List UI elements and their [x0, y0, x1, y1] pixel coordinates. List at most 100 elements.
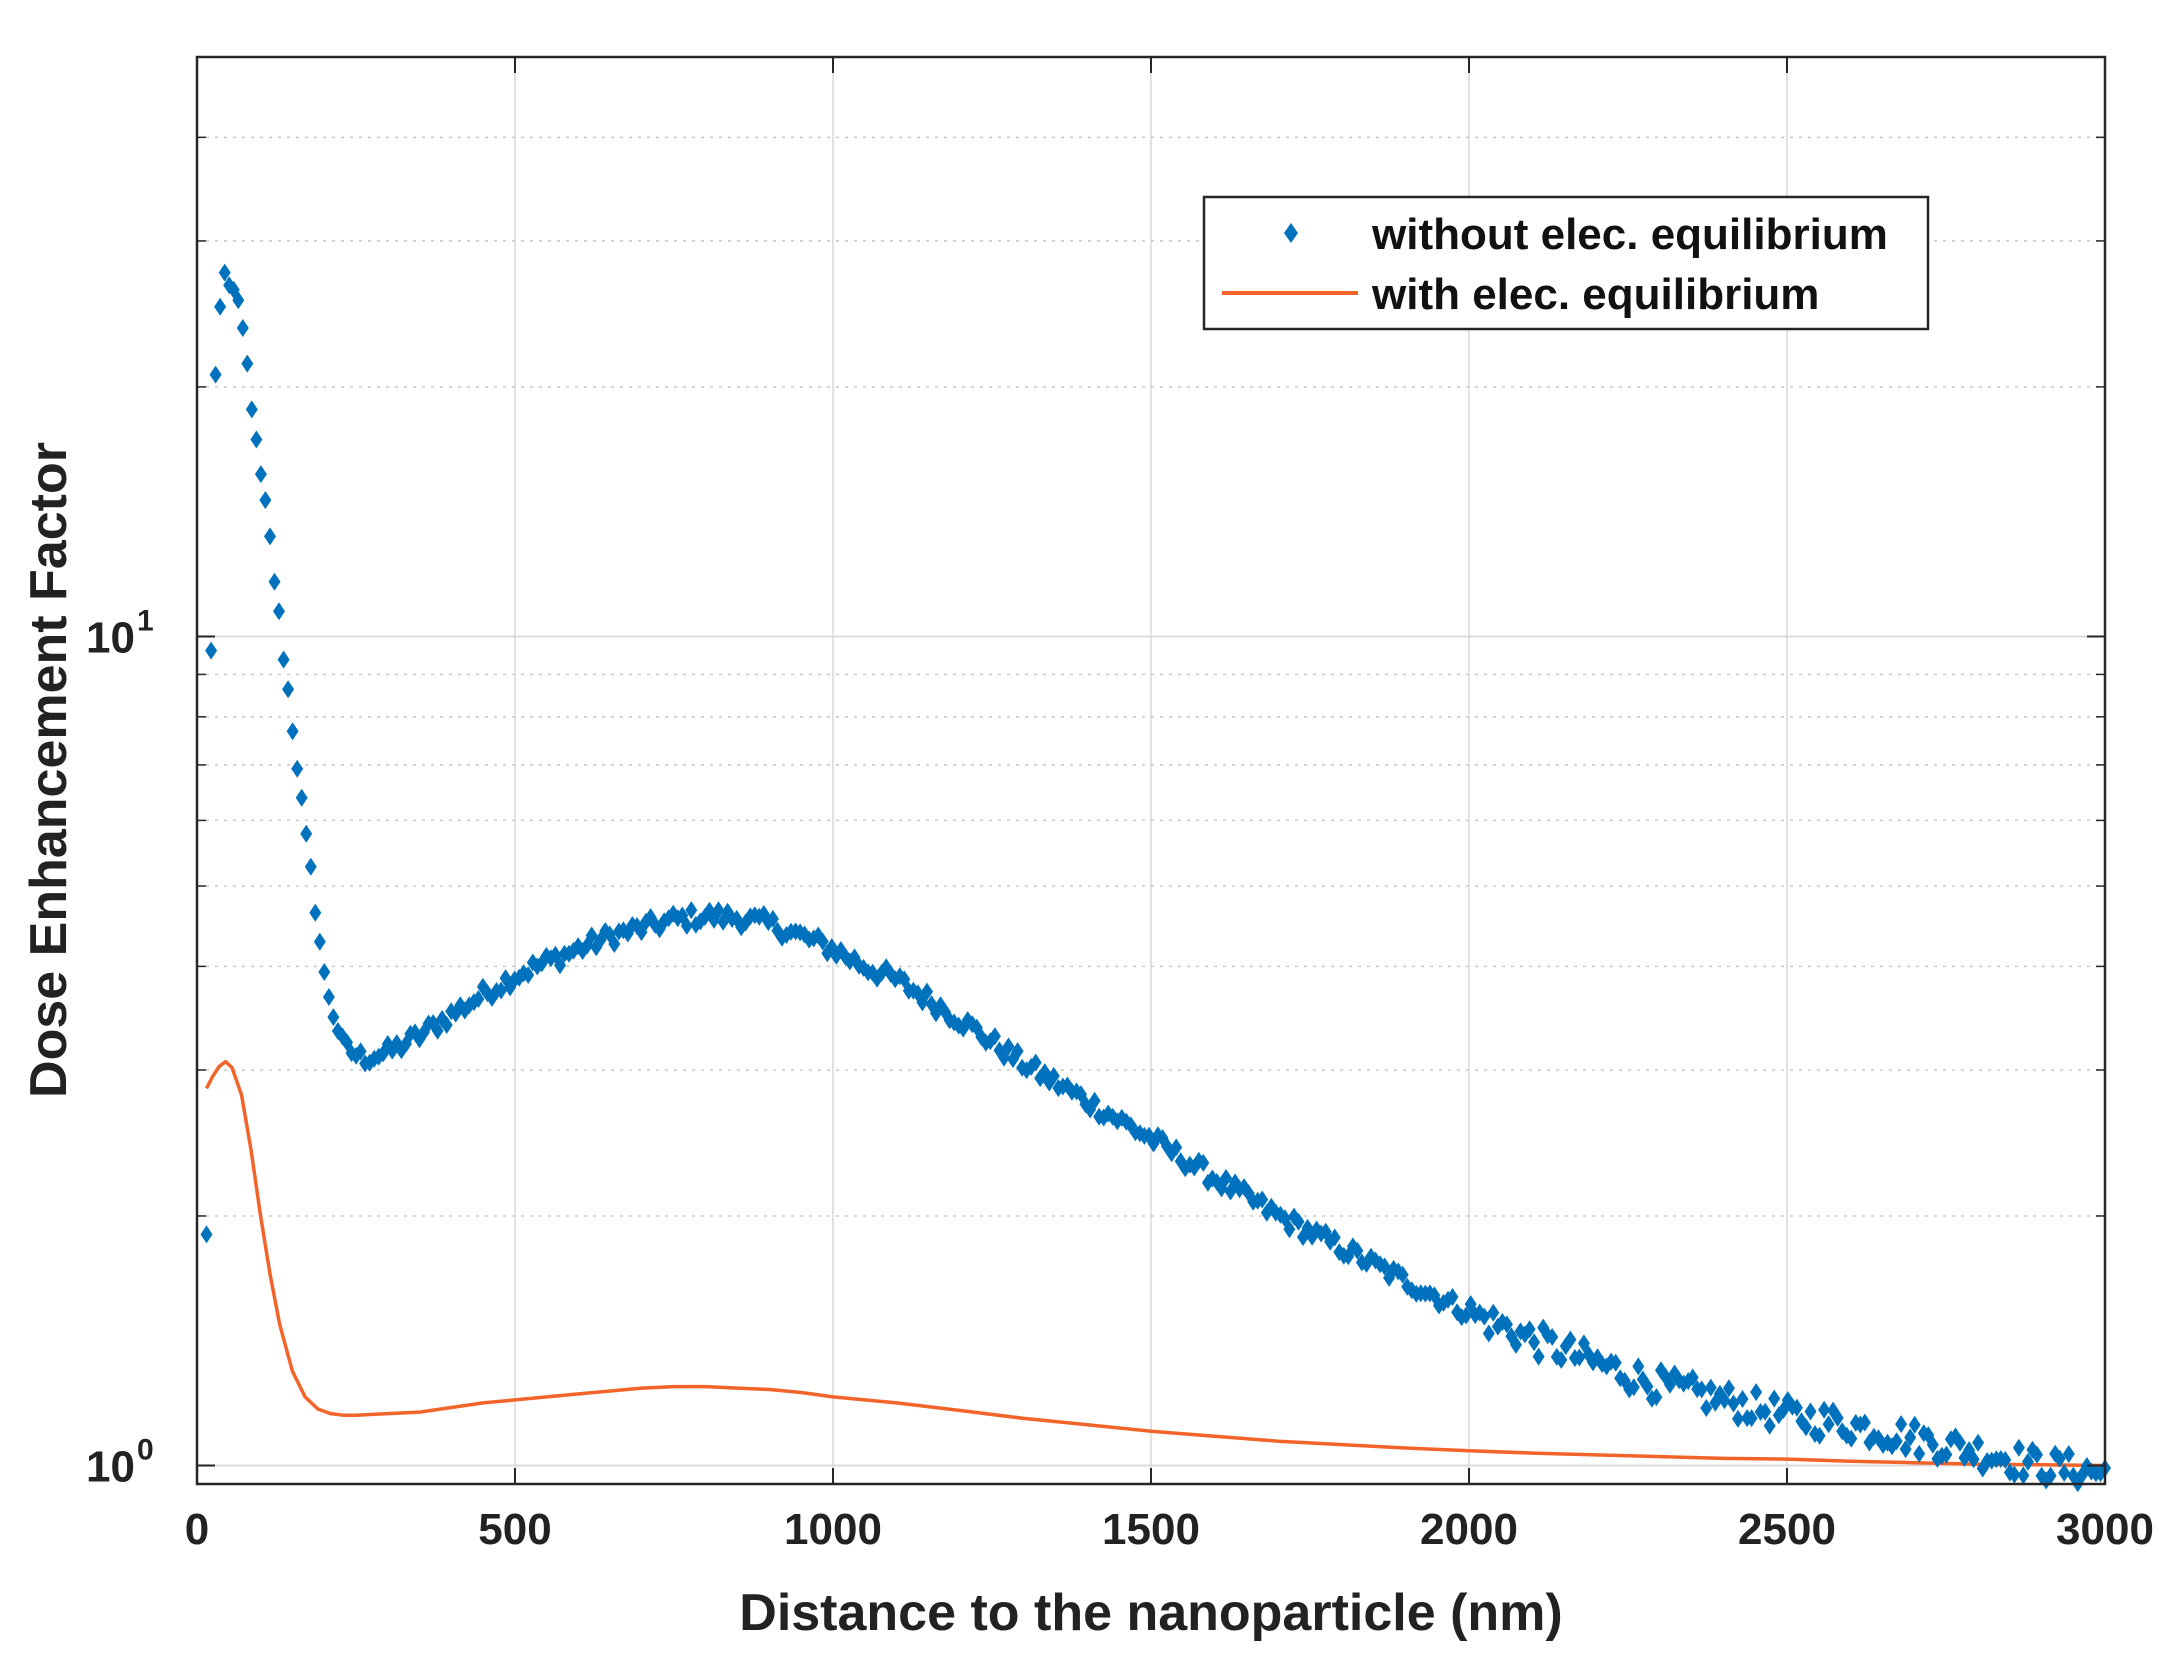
- series-point-without-equilibrium: [1478, 1307, 1491, 1326]
- series-point-without-equilibrium: [1351, 1241, 1364, 1260]
- series-line-with-equilibrium: [204, 1059, 2106, 1468]
- series-point-without-equilibrium: [264, 527, 276, 546]
- series-point-without-equilibrium: [1664, 1375, 1676, 1394]
- x-axis-title: Distance to the nanoparticle (nm): [739, 1584, 1562, 1642]
- series-point-without-equilibrium: [1899, 1440, 1912, 1459]
- series-point-without-equilibrium: [2017, 1466, 2030, 1485]
- series-point-without-equilibrium: [1813, 1426, 1826, 1445]
- series-point-without-equilibrium: [1913, 1444, 1926, 1463]
- series-point-without-equilibrium: [1858, 1413, 1871, 1432]
- x-tick-label: 2000: [1420, 1505, 1518, 1554]
- series-point-without-equilibrium: [1650, 1388, 1663, 1407]
- series-point-without-equilibrium: [313, 932, 326, 951]
- series-point-without-equilibrium: [1632, 1357, 1645, 1376]
- series-point-without-equilibrium: [1804, 1402, 1817, 1421]
- series-point-without-equilibrium: [2053, 1449, 2066, 1468]
- series-point-without-equilibrium: [2008, 1465, 2021, 1484]
- series-point-without-equilibrium: [1800, 1418, 1812, 1437]
- series-point-without-equilibrium: [1609, 1353, 1622, 1372]
- series-point-without-equilibrium: [554, 956, 566, 975]
- series-point-without-equilibrium: [1029, 1053, 1042, 1072]
- series-point-without-equilibrium: [1999, 1450, 2012, 1469]
- series-point-without-equilibrium: [1292, 1212, 1305, 1231]
- series-point-without-equilibrium: [1695, 1380, 1708, 1399]
- x-tick-label: 1500: [1102, 1505, 1200, 1554]
- series-point-without-equilibrium: [1482, 1324, 1495, 1343]
- series-point-without-equilibrium: [1396, 1265, 1409, 1284]
- series-layer: [200, 263, 2111, 1493]
- series-point-without-equilibrium: [286, 722, 299, 741]
- x-tick-label: 3000: [2056, 1505, 2154, 1554]
- series-point-without-equilibrium: [1818, 1400, 1831, 1419]
- series-point-without-equilibrium: [1487, 1303, 1500, 1322]
- series-point-without-equilibrium: [273, 602, 285, 621]
- y-tick-label-exponent: 1: [137, 604, 154, 637]
- series-point-without-equilibrium: [1170, 1138, 1183, 1157]
- legend-marker-without-equilibrium: [1284, 223, 1298, 243]
- legend-label-without-equilibrium: without elec. equilibrium: [1371, 210, 1888, 259]
- series-point-without-equilibrium: [712, 901, 725, 920]
- series-point-without-equilibrium: [1446, 1288, 1459, 1306]
- series-point-without-equilibrium: [1908, 1415, 1921, 1434]
- series-point-without-equilibrium: [1047, 1066, 1060, 1085]
- series-point-without-equilibrium: [1954, 1433, 1966, 1452]
- series-point-without-equilibrium: [1460, 1306, 1473, 1325]
- series-point-without-equilibrium: [1967, 1450, 1980, 1469]
- series-point-without-equilibrium: [277, 650, 290, 669]
- y-tick-label-exponent: 0: [137, 1434, 154, 1467]
- series-point-without-equilibrium: [300, 824, 313, 843]
- series-point-without-equilibrium: [295, 788, 308, 807]
- series-point-without-equilibrium: [1736, 1390, 1749, 1408]
- x-tick-label: 1000: [784, 1505, 882, 1554]
- legend-box: [1202, 195, 1930, 331]
- series-point-without-equilibrium: [2044, 1466, 2057, 1485]
- series-point-without-equilibrium: [1641, 1377, 1654, 1396]
- series-point-without-equilibrium: [354, 1042, 367, 1061]
- series-point-without-equilibrium: [1926, 1435, 1939, 1454]
- y-axis-title: Dose Enhancement Factor: [20, 442, 78, 1098]
- x-tick-label: 2500: [1738, 1505, 1836, 1554]
- series-point-without-equilibrium: [291, 759, 304, 778]
- series-point-without-equilibrium: [766, 909, 779, 928]
- series-point-without-equilibrium: [1732, 1409, 1744, 1428]
- series-point-without-equilibrium: [1904, 1428, 1917, 1447]
- series-point-without-equilibrium: [1759, 1402, 1772, 1421]
- series-point-without-equilibrium: [250, 430, 263, 449]
- series-point-without-equilibrium: [1256, 1190, 1269, 1209]
- series-point-without-equilibrium: [1763, 1416, 1776, 1435]
- axis-ticks: [196, 57, 2106, 1484]
- series-point-without-equilibrium: [309, 903, 322, 922]
- series-point-without-equilibrium: [232, 291, 245, 310]
- series-point-without-equilibrium: [1088, 1091, 1101, 1110]
- series-point-without-equilibrium: [1972, 1433, 1985, 1452]
- series-point-without-equilibrium: [218, 263, 231, 282]
- series-point-without-equilibrium: [2031, 1445, 2043, 1464]
- series-point-without-equilibrium: [1845, 1429, 1858, 1448]
- series-point-without-equilibrium: [304, 857, 317, 876]
- series-point-without-equilibrium: [254, 465, 267, 484]
- series-point-without-equilibrium: [2022, 1452, 2034, 1471]
- series-point-without-equilibrium: [241, 354, 254, 373]
- series-point-without-equilibrium: [1722, 1379, 1735, 1398]
- series-point-without-equilibrium: [1002, 1037, 1015, 1056]
- series-point-without-equilibrium: [1750, 1383, 1763, 1402]
- series-point-without-equilibrium: [988, 1027, 1001, 1046]
- series-point-without-equilibrium: [1220, 1169, 1232, 1187]
- series-point-without-equilibrium: [1822, 1415, 1835, 1434]
- x-tick-label: 0: [185, 1505, 209, 1554]
- series-point-without-equilibrium: [472, 990, 485, 1008]
- series-point-without-equilibrium: [282, 680, 295, 699]
- series-point-without-equilibrium: [1328, 1228, 1341, 1247]
- series-point-without-equilibrium: [921, 982, 933, 1001]
- series-point-without-equilibrium: [1831, 1408, 1844, 1427]
- series-point-without-equilibrium: [1500, 1315, 1513, 1334]
- legend-label-with-equilibrium: with elec. equilibrium: [1371, 270, 1819, 319]
- series-point-without-equilibrium: [685, 901, 698, 920]
- series-point-without-equilibrium: [1555, 1350, 1568, 1369]
- series-point-without-equilibrium: [245, 400, 258, 419]
- series-point-without-equilibrium: [1532, 1347, 1545, 1366]
- series-point-without-equilibrium: [214, 297, 227, 316]
- series-point-without-equilibrium: [327, 1008, 340, 1027]
- y-tick-label: 10: [86, 613, 135, 662]
- legend: without elec. equilibrium with elec. equ…: [1202, 195, 1930, 331]
